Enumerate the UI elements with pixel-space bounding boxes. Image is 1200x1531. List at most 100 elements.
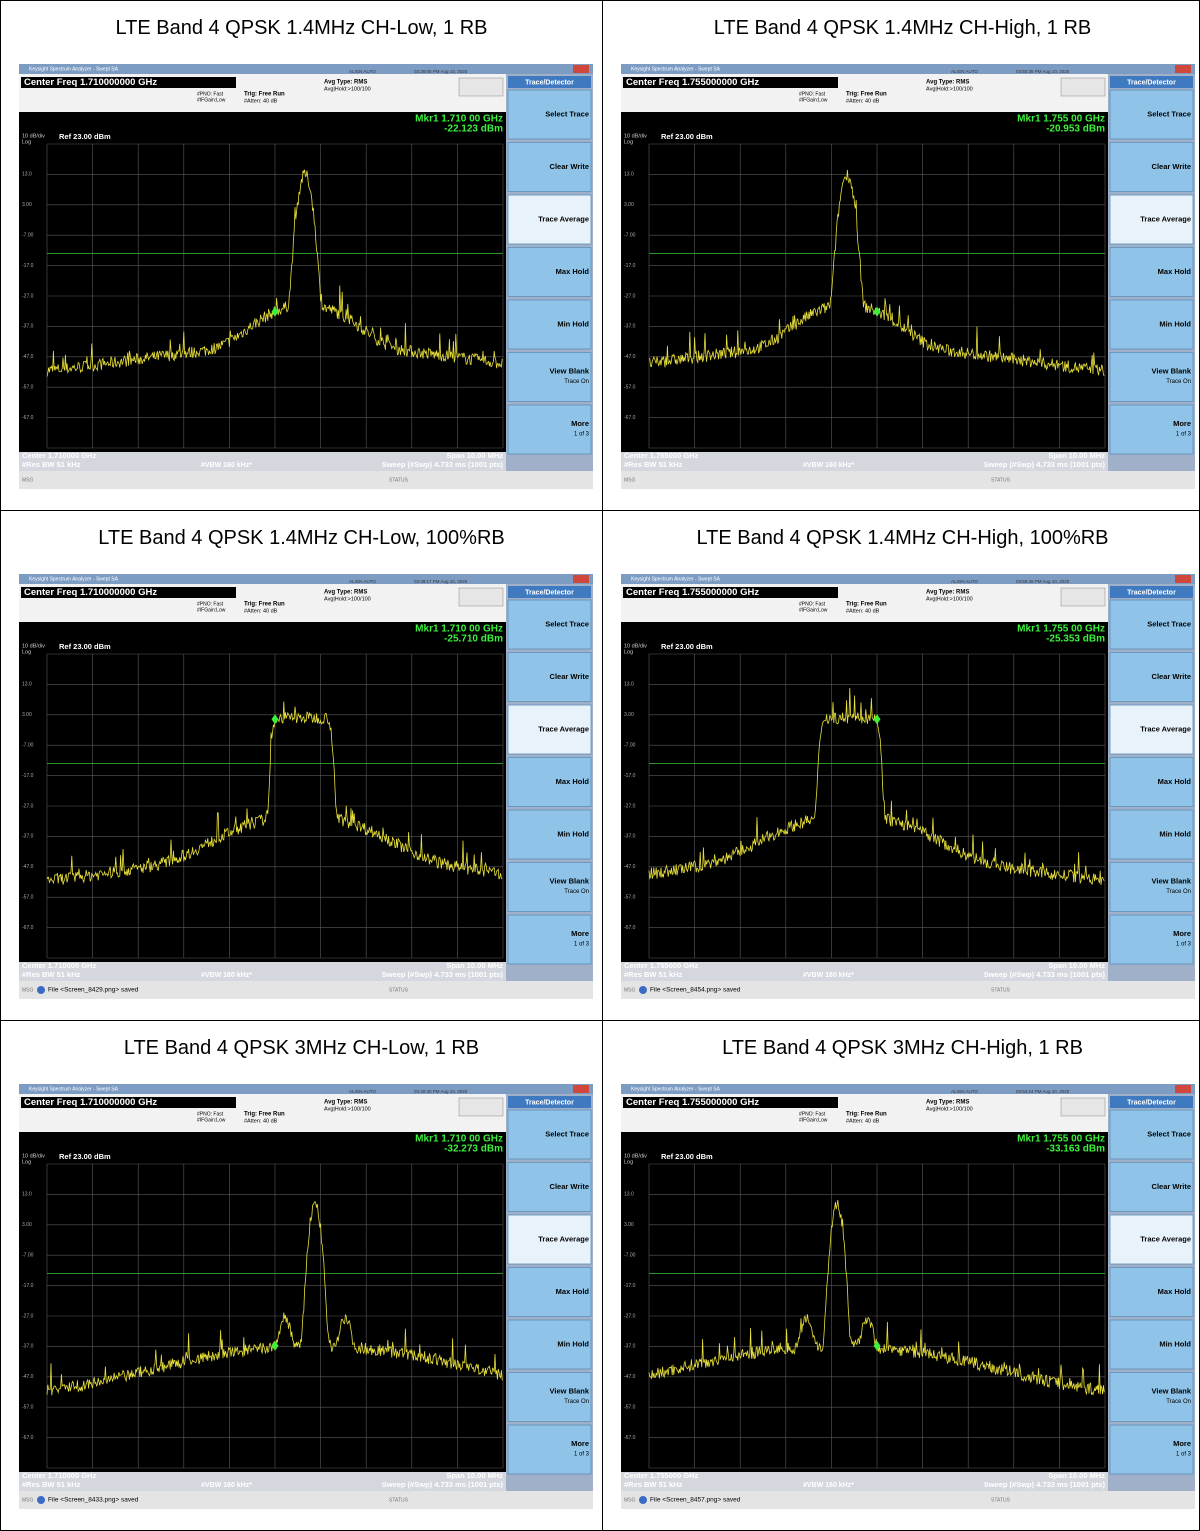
y-axis-label: -27.0 — [22, 293, 34, 299]
y-axis-label: 13.0 — [22, 682, 32, 688]
analyzer-screenshot: Keysight Spectrum Analyzer - Swept SACen… — [19, 64, 593, 489]
analyzer-screenshot: Keysight Spectrum Analyzer - Swept SACen… — [621, 1084, 1195, 1509]
y-axis-label: -17.0 — [624, 1283, 636, 1289]
softkey-menu-title: Trace/Detector — [525, 79, 574, 86]
y-axis-label: -47.0 — [624, 354, 636, 360]
align-status: ALIGN AUTO — [349, 69, 376, 74]
y-axis-label: -57.0 — [22, 895, 34, 901]
status-label: STATUS — [991, 1497, 1011, 1503]
msg-label: MSG — [22, 1497, 34, 1503]
if-gain: #IFGain:Low — [197, 607, 226, 613]
softkey-label: Select Trace — [1147, 1129, 1191, 1138]
softkey-label: View Blank — [1152, 876, 1192, 885]
trig: Trig: Free Run — [846, 602, 887, 608]
cell-title: LTE Band 4 QPSK 1.4MHz CH-Low, 100%RB — [1, 511, 602, 566]
softkey-sublabel: Trace On — [564, 889, 589, 895]
trace-indicator — [459, 78, 503, 96]
vbw: #VBW 160 kHz* — [803, 1482, 854, 1489]
softkey-label: Clear Write — [1152, 162, 1191, 171]
softkey-label: Clear Write — [550, 672, 589, 681]
msg-label: MSG — [624, 987, 636, 993]
info-icon — [37, 986, 45, 994]
document: LTE Band 4 QPSK 1.4MHz CH-Low, 1 RB Keysi… — [0, 0, 1200, 1531]
softkey-label: Min Hold — [557, 829, 589, 838]
atten: #Atten: 40 dB — [846, 1118, 880, 1124]
y-axis-label: 13.0 — [22, 1192, 32, 1198]
y-axis-label: -57.0 — [22, 385, 34, 391]
timestamp: 03:50:35 PM Aug 10, 2020 — [1016, 69, 1070, 74]
window-title: Keysight Spectrum Analyzer - Swept SA — [631, 66, 721, 72]
sweep: Sweep (#Swp) 4.733 ms (1001 pts) — [984, 1480, 1106, 1489]
sweep: Sweep (#Swp) 4.733 ms (1001 pts) — [984, 970, 1106, 979]
sweep: Sweep (#Swp) 4.733 ms (1001 pts) — [984, 460, 1106, 469]
y-axis-label: -7.00 — [624, 1253, 636, 1259]
atten: #Atten: 40 dB — [244, 608, 278, 614]
softkey-label: Select Trace — [1147, 109, 1191, 118]
timestamp: 03:50:49 PM Aug 10, 2020 — [1016, 579, 1070, 584]
y-axis-label: -57.0 — [624, 1405, 636, 1411]
avg-hold: Avg|Hold:>100/100 — [324, 596, 371, 602]
softkey — [1110, 353, 1193, 402]
y-axis-label: -67.0 — [624, 415, 636, 421]
softkey-label: View Blank — [550, 876, 590, 885]
y-axis-label: -37.0 — [624, 834, 636, 840]
log-label: Log — [22, 1159, 31, 1165]
y-axis-label: 3.00 — [22, 1222, 32, 1228]
y-axis-label: -57.0 — [624, 385, 636, 391]
align-status: ALIGN AUTO — [951, 1089, 978, 1094]
y-axis-label: -67.0 — [624, 925, 636, 931]
close-button — [573, 1085, 589, 1093]
softkey-label: Max Hold — [1158, 1287, 1192, 1296]
center-freq: Center Freq 1.710000000 GHz — [24, 1097, 157, 1108]
status-label: STATUS — [991, 987, 1011, 993]
softkey-label: View Blank — [550, 366, 590, 375]
softkey-sublabel: 1 of 3 — [1176, 1452, 1192, 1458]
timestamp: 03:40:40 PM Aug 10, 2020 — [414, 1089, 468, 1094]
status-label: STATUS — [389, 987, 409, 993]
softkey-sublabel: 1 of 3 — [1176, 432, 1192, 438]
window-title: Keysight Spectrum Analyzer - Swept SA — [29, 1086, 119, 1092]
status-label: STATUS — [389, 1497, 409, 1503]
center-freq: Center Freq 1.710000000 GHz — [24, 77, 157, 88]
marker-level: -22.123 dBm — [444, 124, 503, 135]
softkey — [1110, 863, 1193, 912]
close-button — [573, 575, 589, 583]
softkey-label: More — [1173, 419, 1191, 428]
softkey — [1110, 915, 1193, 964]
cell-title: LTE Band 4 QPSK 1.4MHz CH-Low, 1 RB — [1, 1, 602, 56]
softkey — [508, 1373, 591, 1422]
softkey — [508, 1425, 591, 1474]
softkey — [508, 405, 591, 454]
plot-bg — [19, 622, 506, 962]
y-axis-label: -67.0 — [22, 1435, 34, 1441]
message: File <Screen_8457.png> saved — [650, 1497, 741, 1504]
info-icon — [639, 986, 647, 994]
y-axis-label: 3.00 — [22, 202, 32, 208]
analyzer-screenshot: Keysight Spectrum Analyzer - Swept SACen… — [621, 64, 1195, 489]
y-axis-label: -17.0 — [624, 263, 636, 269]
plot-bg — [621, 622, 1108, 962]
trig: Trig: Free Run — [244, 92, 285, 98]
avg-hold: Avg|Hold:>100/100 — [926, 596, 973, 602]
timestamp: 03:38:17 PM Aug 10, 2020 — [414, 579, 468, 584]
softkey-label: Max Hold — [556, 1287, 590, 1296]
y-axis-label: -37.0 — [624, 324, 636, 330]
plot-bg — [19, 1132, 506, 1472]
analyzer-screenshot: Keysight Spectrum Analyzer - Swept SA Cen… — [19, 1084, 593, 1509]
timestamp: 03:38:05 PM Aug 10, 2020 — [414, 69, 468, 74]
close-button — [1175, 1085, 1191, 1093]
window-title: Keysight Spectrum Analyzer - Swept SA — [631, 576, 721, 582]
softkey-sublabel: 1 of 3 — [574, 942, 590, 948]
y-axis-label: -67.0 — [22, 925, 34, 931]
y-axis-label: -17.0 — [22, 1283, 34, 1289]
align-status: ALIGN AUTO — [349, 579, 376, 584]
column-divider — [602, 1, 603, 1530]
info-icon — [639, 1496, 647, 1504]
atten: #Atten: 40 dB — [244, 1118, 278, 1124]
softkey-label: Max Hold — [556, 267, 590, 276]
softkey-sublabel: 1 of 3 — [574, 1452, 590, 1458]
msg-label: MSG — [22, 987, 34, 993]
y-axis-label: -17.0 — [22, 773, 34, 779]
cell-title: LTE Band 4 QPSK 1.4MHz CH-High, 1 RB — [602, 1, 1200, 56]
vbw: #VBW 160 kHz* — [803, 972, 854, 979]
